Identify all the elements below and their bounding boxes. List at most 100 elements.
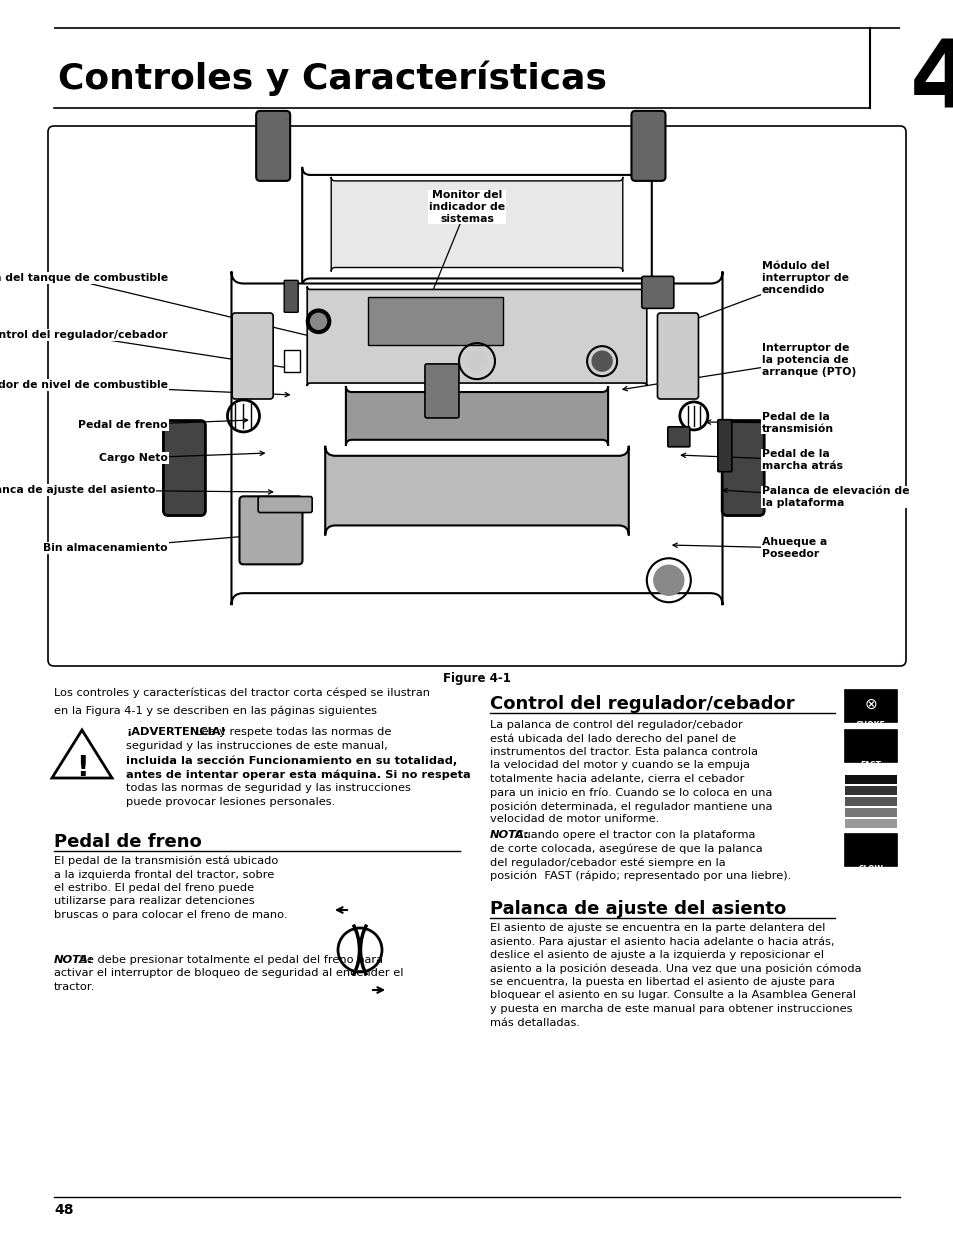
Text: 48: 48 xyxy=(54,1203,73,1216)
FancyBboxPatch shape xyxy=(163,421,205,515)
Polygon shape xyxy=(52,730,112,778)
FancyBboxPatch shape xyxy=(48,126,905,666)
FancyBboxPatch shape xyxy=(844,776,896,784)
Text: se encuentra, la puesta en libertad el asiento de ajuste para: se encuentra, la puesta en libertad el a… xyxy=(490,977,834,987)
Text: totalmente hacia adelante, cierra el cebador: totalmente hacia adelante, cierra el ceb… xyxy=(490,774,743,784)
Text: Ahueque a
Poseedor: Ahueque a Poseedor xyxy=(672,537,826,558)
Circle shape xyxy=(467,351,486,372)
Text: ⊗: ⊗ xyxy=(863,697,877,711)
Text: Lea y respete todas las normas de: Lea y respete todas las normas de xyxy=(193,727,392,737)
FancyBboxPatch shape xyxy=(256,111,290,180)
Text: 🐢: 🐢 xyxy=(866,841,874,855)
Circle shape xyxy=(306,309,330,333)
Text: Figure 4-1: Figure 4-1 xyxy=(442,672,511,685)
FancyBboxPatch shape xyxy=(667,427,689,447)
Text: Monitor del
indicador de
sistemas: Monitor del indicador de sistemas xyxy=(428,190,504,301)
Text: Pedal de freno: Pedal de freno xyxy=(78,419,248,430)
FancyBboxPatch shape xyxy=(844,808,896,818)
Text: velocidad de motor uniforme.: velocidad de motor uniforme. xyxy=(490,815,659,825)
Text: NOTA:: NOTA: xyxy=(490,830,529,840)
FancyBboxPatch shape xyxy=(641,277,673,309)
Text: bloquear el asiento en su lugar. Consulte a la Asamblea General: bloquear el asiento en su lugar. Consult… xyxy=(490,990,855,1000)
FancyBboxPatch shape xyxy=(424,364,458,417)
FancyBboxPatch shape xyxy=(258,496,312,513)
Text: La palanca de control del regulador/cebador: La palanca de control del regulador/ceba… xyxy=(490,720,742,730)
Text: Control del regulador/cebador: Control del regulador/cebador xyxy=(490,695,794,713)
Text: SLOW: SLOW xyxy=(858,864,882,873)
Text: el estribo. El pedal del freno puede: el estribo. El pedal del freno puede xyxy=(54,883,253,893)
Text: ¡ADVERTENCIA!: ¡ADVERTENCIA! xyxy=(126,727,226,737)
FancyBboxPatch shape xyxy=(325,446,628,536)
Text: Palanca de ajuste del asiento: Palanca de ajuste del asiento xyxy=(0,485,273,495)
Text: Pedal de freno: Pedal de freno xyxy=(54,832,201,851)
Circle shape xyxy=(653,566,683,595)
Text: El pedal de la transmisión está ubicado: El pedal de la transmisión está ubicado xyxy=(54,856,278,867)
FancyBboxPatch shape xyxy=(232,272,721,605)
Circle shape xyxy=(311,314,326,330)
Text: está ubicada del lado derecho del panel de: está ubicada del lado derecho del panel … xyxy=(490,734,736,743)
Text: 🐇: 🐇 xyxy=(866,737,874,751)
Text: incluida la sección Funcionamiento en su totalidad,: incluida la sección Funcionamiento en su… xyxy=(126,755,456,766)
Text: a la izquierda frontal del tractor, sobre: a la izquierda frontal del tractor, sobr… xyxy=(54,869,274,879)
Text: asiento a la posición deseada. Una vez que una posición cómoda: asiento a la posición deseada. Una vez q… xyxy=(490,963,861,974)
FancyBboxPatch shape xyxy=(346,387,607,446)
FancyBboxPatch shape xyxy=(717,420,731,472)
FancyBboxPatch shape xyxy=(284,280,298,312)
Text: FAST: FAST xyxy=(860,761,881,769)
FancyBboxPatch shape xyxy=(844,819,896,827)
Text: Freno de mano /
palanca de control
de crucero: Freno de mano / palanca de control de cr… xyxy=(410,463,523,496)
Text: utilizarse para realizar detenciones: utilizarse para realizar detenciones xyxy=(54,897,254,906)
Text: puede provocar lesiones personales.: puede provocar lesiones personales. xyxy=(126,797,335,806)
Text: Bin almacenamiento: Bin almacenamiento xyxy=(43,534,255,553)
Text: Se debe presionar totalmente el pedal del freno para: Se debe presionar totalmente el pedal de… xyxy=(76,955,383,965)
Text: Pedal de la
transmisión: Pedal de la transmisión xyxy=(705,412,833,433)
FancyBboxPatch shape xyxy=(657,312,698,399)
Text: CHOKE: CHOKE xyxy=(855,720,885,730)
FancyBboxPatch shape xyxy=(331,177,622,272)
FancyBboxPatch shape xyxy=(631,111,665,180)
Text: bruscas o para colocar el freno de mano.: bruscas o para colocar el freno de mano. xyxy=(54,910,287,920)
FancyBboxPatch shape xyxy=(302,167,651,287)
FancyBboxPatch shape xyxy=(844,797,896,806)
Text: Indicador de nivel de combustible: Indicador de nivel de combustible xyxy=(0,380,289,396)
Text: Cuando opere el tractor con la plataforma: Cuando opere el tractor con la plataform… xyxy=(512,830,755,840)
Text: todas las normas de seguridad y las instrucciones: todas las normas de seguridad y las inst… xyxy=(126,783,411,793)
FancyBboxPatch shape xyxy=(367,298,502,346)
Text: Módulo del
interruptor de
encendido: Módulo del interruptor de encendido xyxy=(663,262,848,331)
Circle shape xyxy=(592,351,612,372)
Text: del regulador/cebador esté siempre en la: del regulador/cebador esté siempre en la xyxy=(490,857,725,867)
FancyBboxPatch shape xyxy=(307,287,646,387)
Text: deslice el asiento de ajuste a la izquierda y reposicionar el: deslice el asiento de ajuste a la izquie… xyxy=(490,950,823,960)
Text: activar el interruptor de bloqueo de seguridad al encender el: activar el interruptor de bloqueo de seg… xyxy=(54,968,403,978)
Text: antes de intentar operar esta máquina. Si no respeta: antes de intentar operar esta máquina. S… xyxy=(126,769,470,779)
Text: posición determinada, el regulador mantiene una: posición determinada, el regulador manti… xyxy=(490,802,772,811)
FancyBboxPatch shape xyxy=(232,312,273,399)
FancyBboxPatch shape xyxy=(844,834,896,866)
Text: Palanca de ajuste del asiento: Palanca de ajuste del asiento xyxy=(490,900,785,918)
Text: !: ! xyxy=(75,755,89,782)
FancyBboxPatch shape xyxy=(239,496,302,564)
Text: de corte colocada, asegúrese de que la palanca: de corte colocada, asegúrese de que la p… xyxy=(490,844,761,853)
FancyBboxPatch shape xyxy=(844,785,896,795)
Text: Controles y Características: Controles y Características xyxy=(58,61,606,96)
Text: Control del regulador/cebador: Control del regulador/cebador xyxy=(0,330,297,370)
FancyBboxPatch shape xyxy=(284,350,300,372)
Text: NOTA:: NOTA: xyxy=(54,955,93,965)
Text: seguridad y las instrucciones de este manual,: seguridad y las instrucciones de este ma… xyxy=(126,741,387,751)
Text: El asiento de ajuste se encuentra en la parte delantera del: El asiento de ajuste se encuentra en la … xyxy=(490,923,824,932)
Text: más detalladas.: más detalladas. xyxy=(490,1018,579,1028)
Text: Tapón del tanque de combustible: Tapón del tanque de combustible xyxy=(0,273,322,340)
FancyBboxPatch shape xyxy=(844,690,896,722)
Text: Pedal de la
marcha atrás: Pedal de la marcha atrás xyxy=(680,450,842,471)
Text: Los controles y características del tractor corta césped se ilustran: Los controles y características del trac… xyxy=(54,688,430,699)
Text: posición  FAST (rápido; representado por una liebre).: posición FAST (rápido; representado por … xyxy=(490,871,790,881)
Text: en la Figura 4-1 y se describen en las páginas siguientes: en la Figura 4-1 y se describen en las p… xyxy=(54,706,376,716)
Text: 4: 4 xyxy=(909,37,953,128)
Text: la velocidad del motor y cuando se la empuja: la velocidad del motor y cuando se la em… xyxy=(490,761,749,771)
Text: instrumentos del tractor. Esta palanca controla: instrumentos del tractor. Esta palanca c… xyxy=(490,747,758,757)
Text: Palanca de elevación de
la plataforma: Palanca de elevación de la plataforma xyxy=(722,487,908,508)
Text: y puesta en marcha de este manual para obtener instrucciones: y puesta en marcha de este manual para o… xyxy=(490,1004,852,1014)
Text: asiento. Para ajustar el asiento hacia adelante o hacia atrás,: asiento. Para ajustar el asiento hacia a… xyxy=(490,936,834,947)
FancyBboxPatch shape xyxy=(844,730,896,762)
Text: Cargo Neto: Cargo Neto xyxy=(99,451,264,463)
